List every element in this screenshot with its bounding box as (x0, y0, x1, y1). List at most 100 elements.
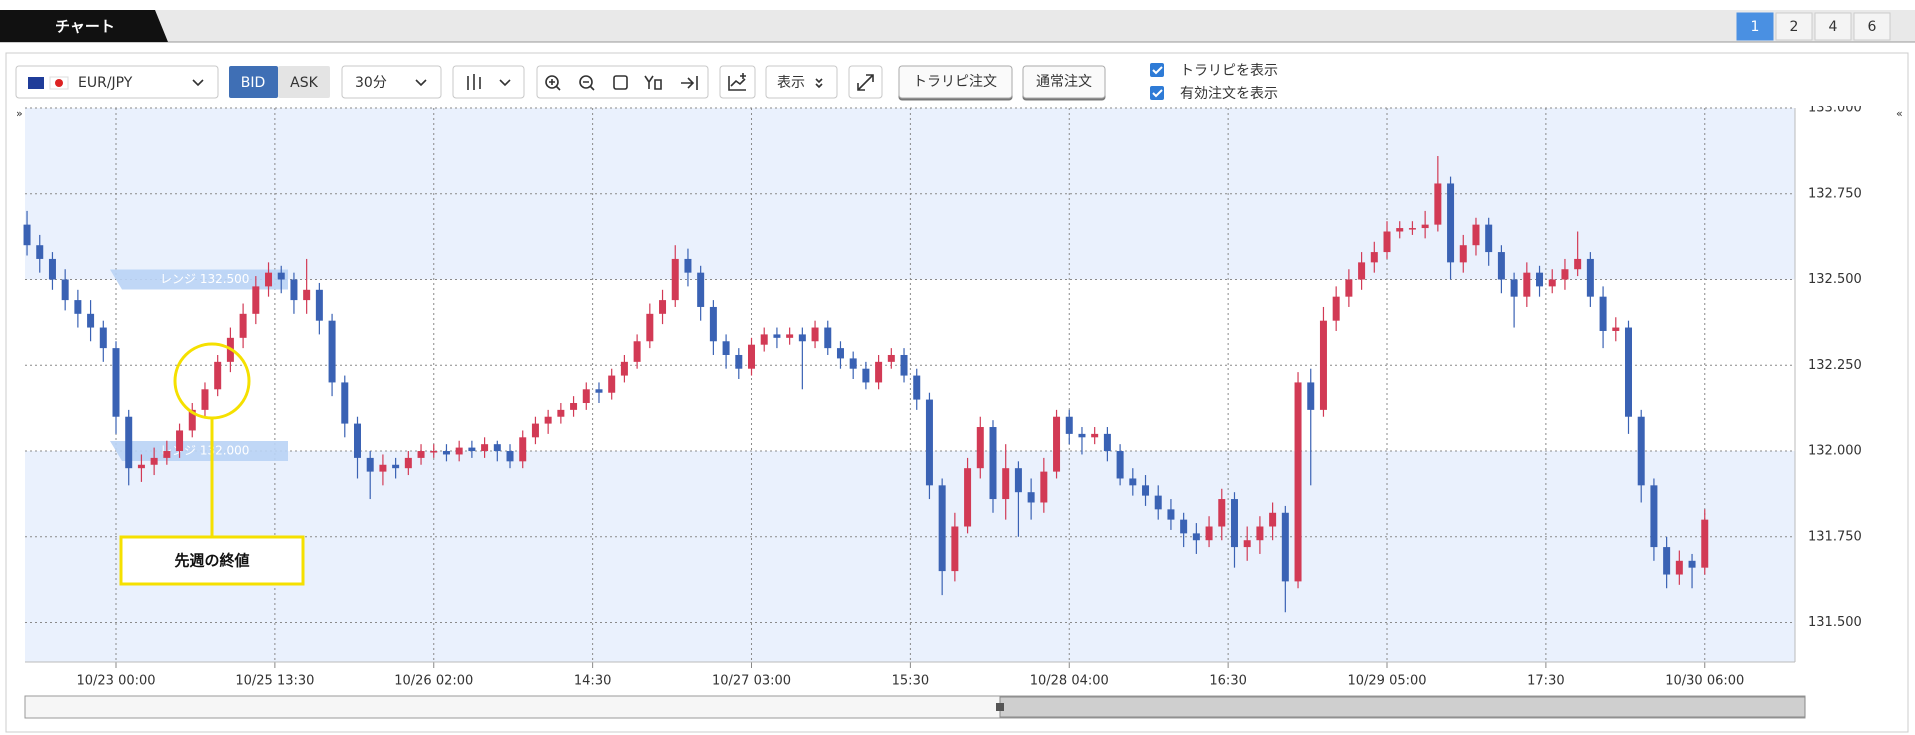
candle-body (379, 464, 387, 472)
zoom-in-icon[interactable] (545, 75, 559, 89)
checkbox[interactable] (1150, 63, 1164, 77)
check (1152, 66, 1163, 75)
y-axis-icon[interactable] (644, 75, 662, 90)
symbol: EUR/JPY (78, 75, 133, 91)
check (1152, 89, 1163, 98)
jp-flag-dot (55, 79, 63, 87)
candle-body (798, 334, 806, 342)
x-tick-label: 10/28 04:00 (1030, 674, 1109, 689)
candle-body (811, 327, 819, 342)
annotation: 先週の終値 (119, 342, 305, 586)
chart-type-select[interactable] (452, 65, 525, 99)
layout-tab[interactable] (1736, 12, 1774, 41)
candle-body (1396, 228, 1404, 232)
zoom-out-icon-mark (583, 81, 595, 91)
candle-body (74, 300, 82, 314)
candle-body (1421, 224, 1429, 229)
candle-body (836, 348, 844, 359)
candle-body (1269, 512, 1277, 527)
layout-tab[interactable] (1775, 12, 1813, 41)
candle-body (1294, 382, 1302, 582)
ask: ASK (290, 75, 318, 91)
candle-body (1701, 519, 1709, 568)
candle-body (1319, 320, 1327, 410)
candle-body (1447, 183, 1455, 263)
candle-body (214, 361, 222, 390)
layout-tab-label: 6 (1868, 19, 1877, 35)
latest-icon[interactable] (681, 76, 698, 90)
zoom-out-icon[interactable] (579, 75, 593, 89)
x-tick-label: 17:30 (1527, 674, 1564, 689)
candle-body (506, 451, 514, 462)
candle-body (608, 375, 616, 393)
candle-body (1370, 252, 1378, 263)
collapse-left[interactable]: » (16, 107, 23, 120)
candle-body (1256, 526, 1264, 541)
candle-body (964, 468, 972, 527)
candle-body (925, 399, 933, 486)
candle-body (1180, 519, 1188, 534)
candle-body (1536, 272, 1544, 287)
candle-body (455, 447, 463, 455)
y-tick-label: 131.500 (1808, 615, 1862, 630)
candle-body (36, 245, 44, 259)
collapse-right[interactable]: « (1896, 107, 1903, 120)
candle-body (620, 361, 628, 376)
y-tick-label: 132.750 (1808, 186, 1862, 201)
candle-body (786, 334, 794, 338)
fit-icon[interactable] (613, 75, 628, 90)
candle-body (722, 341, 730, 355)
candle-body (1586, 258, 1594, 297)
candle-body (697, 272, 705, 307)
normal-order: 通常注文 (1036, 74, 1092, 90)
candle-body (862, 368, 870, 383)
x-tick-label: 16:30 (1209, 674, 1246, 689)
candle-body (366, 457, 374, 472)
checkbox[interactable] (1150, 86, 1164, 100)
candle-body (976, 427, 984, 469)
tab-title: チャート (55, 18, 115, 36)
layout-tab-label: 2 (1790, 19, 1799, 35)
layout-tab[interactable] (1853, 12, 1891, 41)
normal-order-button[interactable] (1022, 65, 1106, 99)
active-tab[interactable] (0, 10, 168, 42)
candle-body (748, 344, 756, 369)
candle-body (239, 313, 247, 338)
candle-body (1230, 499, 1238, 548)
scroll-thumb[interactable] (999, 696, 1806, 718)
ask-button[interactable] (278, 66, 330, 98)
candle-body (1561, 269, 1569, 280)
candle-body (595, 389, 603, 393)
candle-body (1497, 252, 1505, 280)
candle-body (1637, 416, 1645, 486)
layout-tab[interactable] (1814, 12, 1852, 41)
candle-body (824, 327, 832, 349)
candle-body (646, 313, 654, 342)
candle-body (544, 416, 552, 424)
candle-body (1027, 492, 1035, 503)
candle-body (1103, 433, 1111, 452)
candle-body (442, 451, 450, 455)
candle-body (1243, 540, 1251, 548)
candle-body (1281, 512, 1289, 582)
layout-tab-label: 1 (1751, 19, 1760, 35)
candle-body (315, 289, 323, 321)
display-select[interactable] (765, 65, 838, 99)
candle-body (392, 464, 400, 469)
candle-body (1078, 433, 1086, 438)
candle-body (1358, 262, 1366, 280)
trarepi-order-button[interactable] (898, 65, 1013, 99)
bid-button[interactable] (229, 66, 278, 98)
scroll-handle[interactable] (996, 703, 1004, 711)
y-tick-label: 132.250 (1808, 358, 1862, 373)
candle-body (1014, 468, 1022, 493)
interval-select[interactable] (341, 65, 442, 99)
candle-body (341, 382, 349, 424)
symbol-select[interactable] (15, 65, 219, 99)
candle-body (875, 361, 883, 383)
candle-body (99, 327, 107, 349)
candle-body (1332, 296, 1340, 321)
y-tick-label: 132.000 (1808, 444, 1862, 459)
layout-tab-label: 4 (1829, 19, 1838, 35)
candle-body (1129, 478, 1137, 486)
